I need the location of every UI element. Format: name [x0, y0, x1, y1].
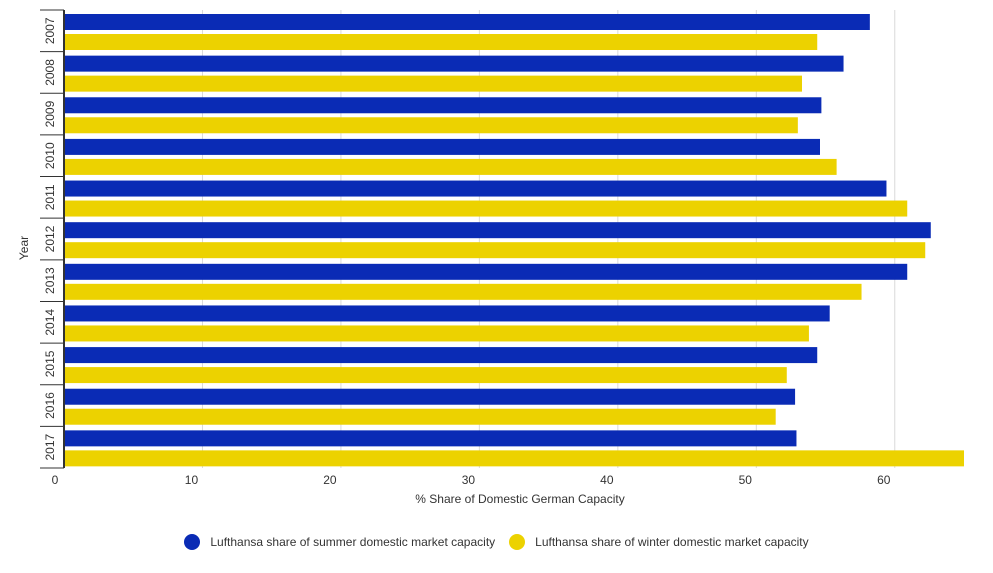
bar-summer-2010[interactable]: [64, 138, 820, 155]
y-tick-label: 2013: [43, 267, 57, 294]
bar-summer-2009[interactable]: [64, 97, 822, 114]
y-tick-label: 2012: [43, 225, 57, 252]
x-tick-label: 0: [52, 473, 59, 487]
bar-winter-2007[interactable]: [64, 34, 818, 50]
y-tick-label: 2016: [43, 392, 57, 419]
bar-winter-2013[interactable]: [64, 283, 862, 300]
legend-swatch-winter: [509, 534, 526, 550]
bar-winter-2010[interactable]: [64, 158, 837, 175]
axes: 0 10 20 30 40 50 60 2007 2008 2009 2010 2011 2012 201…: [40, 9, 891, 487]
bar-winter-2016[interactable]: [64, 408, 776, 425]
bar-winter-2012[interactable]: [64, 242, 926, 259]
legend-item-summer[interactable]: Lufthansa share of summer domestic marke…: [184, 534, 495, 550]
bar-winter-2009[interactable]: [64, 117, 798, 134]
y-tick-label: 2017: [43, 434, 57, 461]
bar-summer-2017[interactable]: [64, 430, 797, 447]
bar-summer-2015[interactable]: [64, 347, 818, 364]
y-tick-label: 2008: [43, 59, 57, 86]
x-axis-title: % Share of Domestic German Capacity: [415, 492, 624, 506]
bar-summer-2014[interactable]: [64, 305, 830, 322]
y-tick-label: 2011: [43, 184, 57, 210]
x-tick-label: 40: [600, 473, 614, 487]
x-tick-label: 50: [739, 473, 753, 487]
y-tick-label: 2010: [43, 142, 57, 169]
x-tick-label: 10: [185, 473, 199, 487]
y-tick-label: 2009: [43, 100, 57, 127]
legend-swatch-summer: [184, 534, 201, 550]
bars: [64, 14, 964, 467]
legend-item-winter[interactable]: Lufthansa share of winter domestic marke…: [509, 534, 809, 550]
bar-summer-2011[interactable]: [64, 180, 887, 197]
bar-summer-2007[interactable]: [64, 14, 870, 30]
y-tick-label: 2014: [43, 309, 57, 336]
bar-winter-2011[interactable]: [64, 200, 908, 217]
legend-label-winter: Lufthansa share of winter domestic marke…: [535, 535, 809, 549]
y-tick-label: 2007: [43, 17, 57, 44]
bar-winter-2014[interactable]: [64, 325, 809, 342]
y-tick-label: 2015: [43, 350, 57, 377]
legend-label-summer: Lufthansa share of summer domestic marke…: [210, 535, 496, 549]
bar-summer-2016[interactable]: [64, 388, 796, 405]
bar-winter-2015[interactable]: [64, 367, 787, 384]
legend: Lufthansa share of summer domestic marke…: [0, 534, 993, 550]
bar-summer-2008[interactable]: [64, 55, 844, 72]
x-tick-label: 20: [323, 473, 337, 487]
y-axis-title: Year: [17, 236, 31, 260]
bar-summer-2012[interactable]: [64, 222, 931, 239]
x-tick-label: 30: [462, 473, 476, 487]
bar-summer-2013[interactable]: [64, 263, 908, 280]
x-tick-label: 60: [877, 473, 891, 487]
bar-winter-2008[interactable]: [64, 75, 802, 92]
bar-winter-2017[interactable]: [64, 450, 964, 467]
